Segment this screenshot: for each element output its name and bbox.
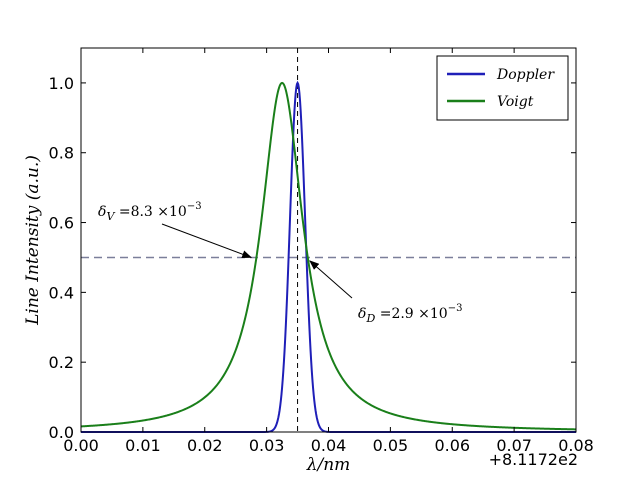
annotation-subscript: D: [365, 312, 375, 325]
x-tick-label: 0.02: [187, 436, 223, 455]
legend-box: [436, 55, 569, 121]
legend-label-voigt: Voigt: [497, 94, 534, 110]
x-tick-label: 0.03: [249, 436, 285, 455]
x-tick-label: 0.05: [373, 436, 409, 455]
annotation-delta-d: δD =2.9 ×10−3: [309, 260, 462, 325]
y-tick-label: 0.0: [49, 423, 74, 442]
ticks-layer: 0.00 0.01 0.02 0.03 0.04 0.05 0.06 0.07 0.08 0.0 0…: [49, 48, 594, 455]
x-tick-label: 0.00: [63, 436, 99, 455]
annotation-delta-v: δV =8.3 ×10−3: [98, 201, 253, 259]
annotation-symbol: δ: [98, 204, 106, 220]
x-tick-label: 0.01: [125, 436, 161, 455]
annotation-value: =8.3 ×10: [114, 204, 186, 220]
annotation-text: δD =2.9 ×10−3: [358, 303, 462, 325]
x-axis-label: λ/nm: [306, 455, 351, 475]
x-tick-label: 0.04: [311, 436, 347, 455]
series-line-voigt: [80, 81, 577, 431]
annotation-exponent: −3: [187, 201, 202, 212]
annotation-arrow: [161, 223, 253, 259]
annotations-layer: δV =8.3 ×10−3δD =2.9 ×10−3: [98, 201, 462, 325]
x-tick-label: 0.08: [558, 436, 594, 455]
annotation-subscript: V: [106, 210, 115, 223]
annotation-text: δV =8.3 ×10−3: [98, 201, 202, 223]
annotation-value: =2.9 ×10: [375, 306, 447, 322]
legend: Doppler Voigt: [436, 55, 569, 121]
y-axis-label: Line Intensity (a.u.): [23, 155, 43, 326]
x-offset-label: +8.1172e2: [489, 450, 578, 469]
y-tick-label: 0.4: [49, 283, 74, 302]
legend-label-doppler: Doppler: [496, 67, 555, 83]
annotation-exponent: −3: [448, 303, 463, 314]
y-tick-label: 0.6: [49, 214, 74, 233]
annotation-arrow: [309, 260, 353, 299]
y-tick-label: 0.2: [49, 353, 74, 372]
y-tick-label: 1.0: [49, 74, 74, 93]
y-tick-label: 0.8: [49, 144, 74, 163]
reference-lines: [81, 48, 576, 432]
annotation-symbol: δ: [358, 306, 366, 322]
x-tick-label: 0.07: [496, 436, 532, 455]
x-tick-label: 0.06: [434, 436, 470, 455]
